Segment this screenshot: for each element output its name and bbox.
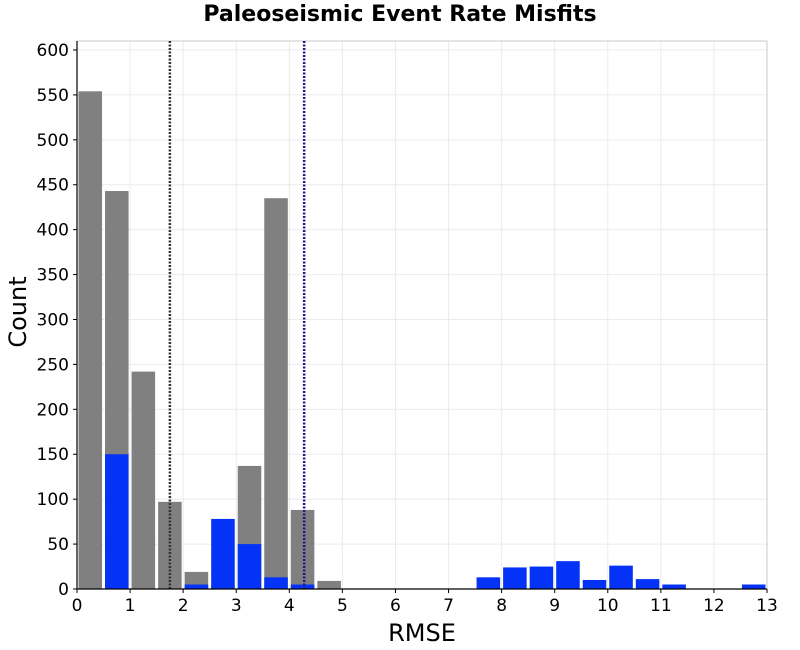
x-tick-label: 3: [231, 596, 242, 616]
x-tick-label: 2: [178, 596, 189, 616]
bar-series1-bin-2: [131, 371, 156, 589]
x-tick-label: 0: [72, 596, 83, 616]
x-tick-label: 10: [597, 596, 619, 616]
reference-lines: [168, 41, 306, 589]
x-tick-label: 9: [549, 596, 560, 616]
bar-series2-bin-16: [503, 567, 527, 589]
bar-series2-bin-17: [529, 566, 554, 589]
bar-series2-bin-25: [741, 584, 766, 589]
y-tick-label: 100: [37, 490, 69, 510]
bar-series2-bin-18: [556, 561, 580, 589]
x-tick-label: 12: [703, 596, 725, 616]
bar-series2-bin-7: [264, 577, 288, 589]
chart-title: Paleoseismic Event Rate Misfits: [203, 2, 597, 27]
y-tick-label: 200: [37, 400, 69, 420]
y-tick-label: 150: [37, 445, 69, 465]
y-tick-label: 250: [37, 355, 69, 375]
bar-series1-bin-9: [317, 580, 341, 589]
x-axis-title: RMSE: [388, 619, 456, 647]
y-axis-title: Count: [4, 276, 32, 347]
x-tick-label: 6: [390, 596, 401, 616]
tick-labels: 0 1 2 3 4 5 6 7 8 9 10 11 12 130501001502002503003504…: [37, 41, 778, 616]
y-tick-label: 350: [37, 266, 69, 286]
x-tick-label: 5: [337, 596, 348, 616]
bars-layer: [78, 91, 766, 589]
bar-series2-bin-21: [635, 579, 660, 589]
y-tick-label: 0: [58, 580, 69, 600]
bar-series2-bin-1: [105, 454, 129, 589]
x-tick-label: 4: [284, 596, 295, 616]
bar-series1-bin-0: [78, 91, 103, 589]
bar-series2-bin-4: [184, 584, 209, 589]
x-tick-label: 7: [443, 596, 454, 616]
x-tick-label: 8: [496, 596, 507, 616]
bar-series2-bin-5: [211, 518, 235, 589]
bar-series2-bin-19: [582, 580, 607, 589]
y-tick-label: 600: [37, 41, 69, 61]
x-tick-label: 13: [756, 596, 778, 616]
x-tick-label: 1: [125, 596, 136, 616]
bar-series1-bin-8: [290, 509, 315, 589]
bar-series2-bin-8: [290, 584, 315, 589]
axes: [76, 41, 767, 590]
bar-series1-bin-7: [264, 198, 288, 589]
y-tick-label: 300: [37, 310, 69, 330]
bar-series2-bin-6: [237, 544, 262, 589]
y-tick-label: 550: [37, 86, 69, 106]
bar-series2-bin-20: [609, 565, 633, 589]
y-tick-label: 400: [37, 221, 69, 241]
y-tick-label: 450: [37, 176, 69, 196]
x-tick-label: 11: [650, 596, 672, 616]
bar-series2-bin-15: [476, 577, 501, 589]
y-tick-label: 500: [37, 131, 69, 151]
bar-series2-bin-22: [662, 584, 686, 589]
y-tick-label: 50: [47, 535, 69, 555]
